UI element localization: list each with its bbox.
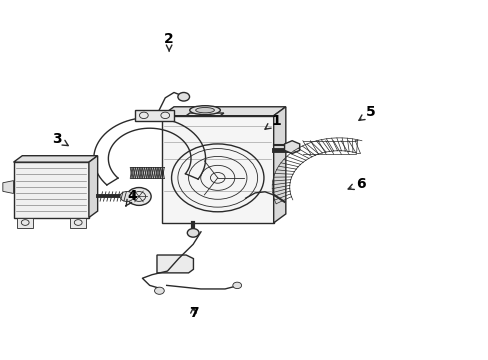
- Text: 3: 3: [52, 132, 68, 146]
- Text: 7: 7: [188, 306, 198, 320]
- Polygon shape: [14, 156, 98, 162]
- Text: 1: 1: [264, 114, 281, 129]
- Polygon shape: [3, 181, 14, 193]
- Polygon shape: [157, 255, 193, 273]
- Polygon shape: [135, 110, 174, 121]
- Text: 5: 5: [358, 105, 375, 120]
- Polygon shape: [162, 116, 273, 223]
- Text: 6: 6: [347, 176, 365, 190]
- Polygon shape: [162, 107, 285, 116]
- Circle shape: [187, 229, 199, 237]
- Ellipse shape: [195, 108, 214, 113]
- Circle shape: [126, 188, 151, 206]
- Text: 2: 2: [164, 32, 174, 51]
- Circle shape: [154, 287, 164, 294]
- Circle shape: [232, 282, 241, 289]
- Polygon shape: [70, 217, 86, 228]
- Polygon shape: [273, 107, 285, 223]
- Circle shape: [120, 192, 133, 202]
- Polygon shape: [89, 156, 98, 217]
- Polygon shape: [284, 141, 299, 154]
- Polygon shape: [14, 162, 89, 217]
- Text: 4: 4: [125, 189, 137, 206]
- Ellipse shape: [189, 106, 220, 114]
- Polygon shape: [186, 113, 224, 116]
- Polygon shape: [18, 217, 33, 228]
- Circle shape: [178, 93, 189, 101]
